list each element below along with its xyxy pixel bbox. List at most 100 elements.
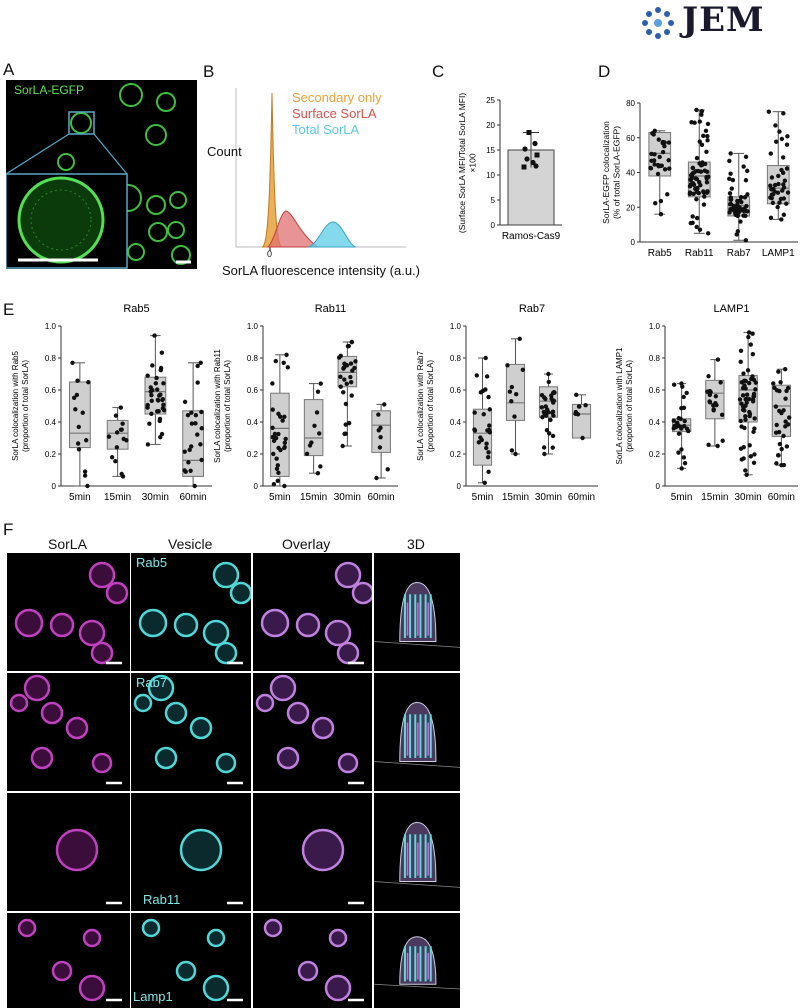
e4-data-point	[737, 397, 743, 402]
e2-data-point	[382, 402, 387, 407]
d-data-point	[768, 151, 774, 156]
e2-data-point	[307, 443, 313, 448]
e1-data-point	[150, 363, 155, 368]
e1-title: Rab5	[123, 303, 149, 315]
e4-data-point	[783, 367, 788, 372]
e3-data-point	[577, 404, 582, 409]
e3-category-label: 15min	[502, 492, 529, 503]
d-data-point	[738, 195, 744, 200]
e2-data-point	[317, 431, 322, 436]
e1-data-point	[75, 441, 81, 446]
e4-data-point	[783, 419, 788, 424]
e3-data-point	[513, 392, 519, 397]
e1-data-point	[75, 378, 80, 383]
cell	[49, 612, 75, 638]
e2-data-point	[270, 407, 275, 412]
panel-b-ylabel-text: Count	[207, 144, 242, 159]
e1-data-point	[86, 379, 91, 385]
e1-data-point	[199, 409, 204, 415]
e4-data-point	[785, 385, 791, 391]
d-data-point	[745, 209, 750, 214]
e1-data-point	[182, 449, 187, 454]
e4-data-point	[786, 415, 792, 420]
e4-data-point	[671, 418, 676, 423]
d-data-point	[777, 200, 782, 205]
d-data-point	[769, 187, 774, 192]
micrograph-lamp1-vesicle	[131, 913, 251, 1008]
cell	[90, 641, 114, 665]
d-data-point	[666, 140, 672, 145]
e3-data-point	[548, 417, 553, 423]
e3-ytick-label: 0.4	[450, 418, 462, 427]
e4-data-point	[681, 394, 686, 400]
d-data-point	[651, 132, 656, 137]
d-data-point	[729, 186, 734, 191]
e4-data-point	[774, 388, 780, 393]
cell	[336, 641, 360, 665]
e1-data-point	[149, 398, 154, 404]
micrograph-rab5-vesicle	[131, 553, 251, 671]
y-axis-label-line: SorLA colocalization with Rab7	[416, 351, 425, 461]
e1-data-point	[83, 438, 89, 443]
e3-data-point	[481, 412, 486, 417]
cell	[324, 619, 352, 647]
cell	[179, 828, 223, 872]
e2-data-point	[348, 361, 354, 366]
micrograph-lamp1-overlay	[253, 913, 372, 1008]
e1-data-point	[195, 432, 200, 437]
e1-category-label: 5min	[69, 492, 91, 503]
e3-data-point	[484, 441, 489, 446]
e4-data-point	[742, 425, 747, 431]
e3-data-point	[484, 374, 490, 379]
e4-data-point	[743, 397, 748, 402]
cell	[40, 701, 64, 725]
d-data-point	[743, 178, 749, 183]
e2-data-point	[270, 425, 275, 431]
e2-data-point	[378, 425, 383, 431]
d-data-point	[701, 133, 706, 139]
e3-data-point	[547, 431, 552, 436]
d-ytick-label: 60	[626, 134, 635, 143]
e2-data-point	[346, 343, 352, 349]
e1-data-point	[188, 468, 193, 474]
e4-data-point	[741, 371, 746, 376]
cell	[202, 974, 230, 1002]
e4-data-point	[678, 416, 683, 422]
e2-category-label: 15min	[300, 492, 327, 503]
cell	[88, 561, 116, 589]
e1-ytick-label: 0.4	[45, 418, 57, 427]
cell	[295, 612, 321, 638]
cell	[269, 674, 297, 702]
e3-data-point	[474, 373, 479, 378]
e4-data-point	[686, 428, 691, 434]
e4-data-point	[682, 418, 687, 424]
e2-ytick-label: 0.4	[247, 418, 259, 427]
e1-data-point	[145, 402, 150, 408]
y-axis-label-line: (proportion of total SorLA)	[223, 360, 232, 452]
e3-ytick-label: 1.0	[450, 322, 462, 331]
d-data-point	[784, 142, 790, 147]
col-head-sorla: SorLA	[48, 536, 87, 552]
e3-data-point	[487, 407, 492, 412]
e1-ytick-label: 0.8	[45, 354, 57, 363]
micrograph-rab7-vesicle	[131, 673, 251, 791]
y-axis-label-line: (proportion of total SorLA)	[625, 360, 634, 452]
e4-data-point	[742, 378, 747, 383]
d-data-point	[785, 190, 791, 195]
e4-ytick-label: 0	[656, 482, 661, 491]
d-data-point	[728, 151, 733, 156]
y-axis-label-line: SorLA colocalization with Rab11	[213, 349, 222, 463]
cell	[173, 612, 199, 638]
e2-data-point	[282, 414, 287, 420]
e1-data-point	[186, 460, 191, 465]
c-data-point	[526, 130, 532, 135]
d-data-point	[653, 201, 658, 206]
e1-data-point	[109, 455, 115, 460]
e4-data-point	[744, 472, 749, 477]
e2-data-point	[280, 418, 285, 423]
e3-data-point	[551, 400, 556, 405]
d-data-point	[770, 200, 776, 206]
e2-data-point	[270, 381, 275, 386]
d-data-point	[694, 224, 699, 230]
e3-data-point	[520, 367, 526, 373]
